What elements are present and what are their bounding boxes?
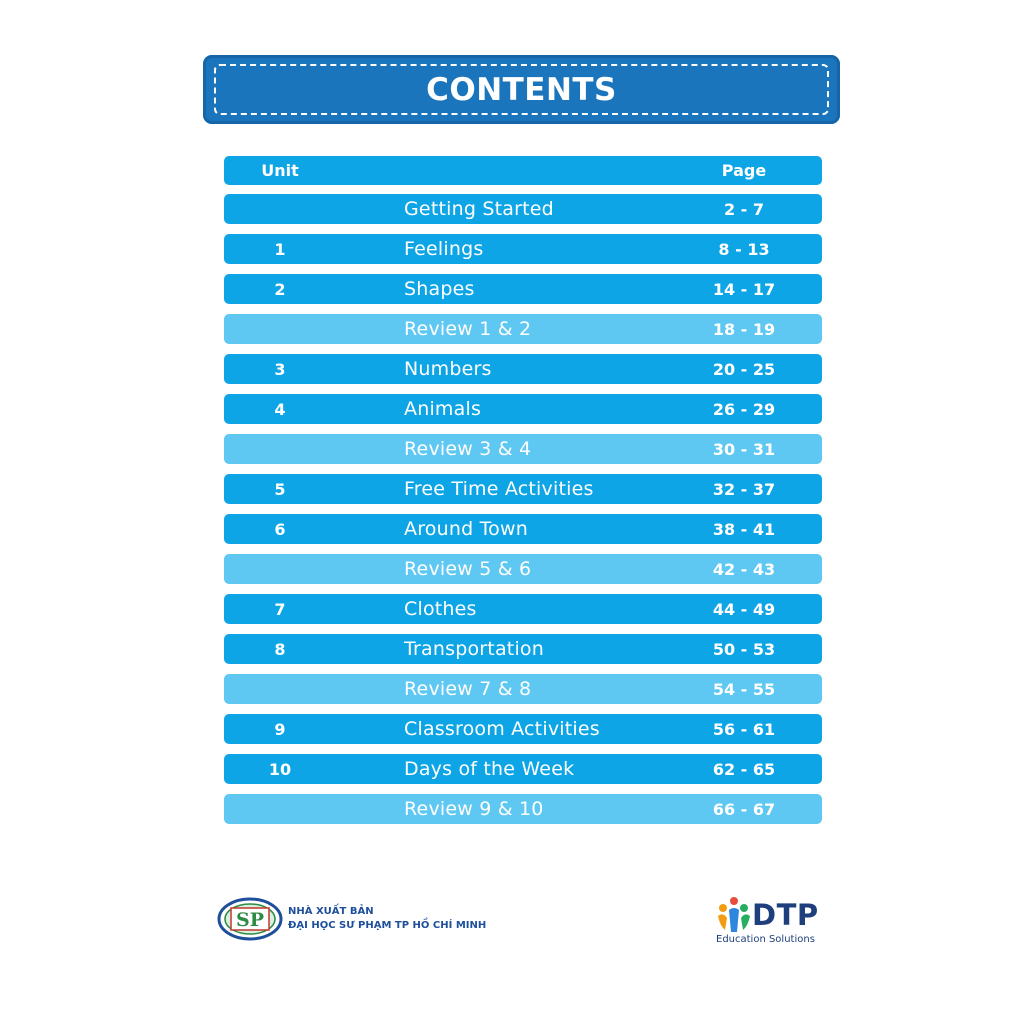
page-range: 30 - 31	[712, 439, 776, 459]
page-range: 20 - 25	[712, 359, 776, 379]
page-range: 44 - 49	[712, 599, 776, 619]
unit-column-header: Unit	[261, 161, 299, 180]
publisher-logo-text: SP	[236, 909, 264, 931]
unit-title: Shapes	[404, 278, 475, 300]
unit-title: Numbers	[404, 358, 492, 380]
unit-row: 8 Transportation 50 - 53	[224, 634, 822, 664]
unit-title: Review 3 & 4	[404, 438, 532, 460]
unit-number	[224, 434, 336, 464]
publisher-line-2: ĐẠI HỌC SƯ PHẠM TP HỒ CHÍ MINH	[288, 920, 487, 931]
table-rows: Getting Started 2 - 7 1 Feelings 8 - 13 2 Shap…	[224, 194, 822, 824]
contents-table: Unit Page Getting Started 2 - 7 1 Feelings 8…	[224, 156, 822, 834]
unit-title: Transportation	[404, 638, 544, 660]
unit-number: 2	[274, 279, 286, 299]
unit-number: 6	[274, 519, 286, 539]
unit-row: 3 Numbers 20 - 25	[224, 354, 822, 384]
table-header-row: Unit Page	[224, 156, 822, 185]
unit-number	[224, 554, 336, 584]
page-range: 8 - 13	[718, 239, 770, 259]
unit-title: Review 7 & 8	[404, 678, 532, 700]
contents-banner: CONTENTS	[203, 55, 840, 124]
page-range: 50 - 53	[712, 639, 776, 659]
page-range: 18 - 19	[712, 319, 776, 339]
unit-number	[224, 314, 336, 344]
page-range: 56 - 61	[712, 719, 776, 739]
unit-title: Review 5 & 6	[404, 558, 532, 580]
brand-tagline: Education Solutions	[716, 934, 815, 945]
page-title: CONTENTS	[426, 71, 617, 108]
unit-row: 5 Free Time Activities 32 - 37	[224, 474, 822, 504]
unit-title: Feelings	[404, 238, 484, 260]
publisher-block: SP NHÀ XUẤT BẢN ĐẠI HỌC SƯ PHẠM TP HỒ CH…	[217, 896, 486, 942]
page-range: 42 - 43	[712, 559, 776, 579]
page-range: 2 - 7	[723, 199, 765, 219]
unit-row: 7 Clothes 44 - 49	[224, 594, 822, 624]
unit-number	[224, 674, 336, 704]
unit-row: Getting Started 2 - 7	[224, 194, 822, 224]
page-range: 54 - 55	[712, 679, 776, 699]
unit-number: 10	[268, 759, 292, 779]
page-range: 32 - 37	[712, 479, 776, 499]
unit-row: 10 Days of the Week 62 - 65	[224, 754, 822, 784]
unit-number: 9	[274, 719, 286, 739]
unit-number: 7	[274, 599, 286, 619]
review-row: Review 3 & 4 30 - 31	[224, 434, 822, 464]
unit-title: Classroom Activities	[404, 718, 600, 740]
unit-number	[224, 194, 336, 224]
page-range: 38 - 41	[712, 519, 776, 539]
review-row: Review 1 & 2 18 - 19	[224, 314, 822, 344]
publisher-name: NHÀ XUẤT BẢN ĐẠI HỌC SƯ PHẠM TP HỒ CHÍ M…	[288, 905, 486, 933]
unit-title: Getting Started	[404, 198, 554, 220]
unit-row: 6 Around Town 38 - 41	[224, 514, 822, 544]
unit-number: 4	[274, 399, 286, 419]
page-range: 14 - 17	[712, 279, 776, 299]
unit-row: 9 Classroom Activities 56 - 61	[224, 714, 822, 744]
unit-title: Around Town	[404, 518, 528, 540]
page-range: 26 - 29	[712, 399, 776, 419]
unit-title: Free Time Activities	[404, 478, 594, 500]
unit-number: 8	[274, 639, 286, 659]
publisher-line-1: NHÀ XUẤT BẢN	[288, 906, 374, 917]
unit-title: Review 1 & 2	[404, 318, 532, 340]
people-icon	[718, 897, 750, 932]
unit-title: Days of the Week	[404, 758, 575, 780]
page-range: 62 - 65	[712, 759, 776, 779]
page-column-header: Page	[721, 161, 767, 180]
review-row: Review 5 & 6 42 - 43	[224, 554, 822, 584]
publisher-logo: SP	[217, 897, 283, 941]
unit-number: 1	[274, 239, 286, 259]
brand-block: DTP Education Solutions	[714, 896, 824, 951]
unit-number	[224, 794, 336, 824]
review-row: Review 7 & 8 54 - 55	[224, 674, 822, 704]
unit-title: Review 9 & 10	[404, 798, 544, 820]
unit-number: 5	[274, 479, 286, 499]
unit-row: 1 Feelings 8 - 13	[224, 234, 822, 264]
unit-title: Clothes	[404, 598, 477, 620]
unit-row: 4 Animals 26 - 29	[224, 394, 822, 424]
unit-number: 3	[274, 359, 286, 379]
review-row: Review 9 & 10 66 - 67	[224, 794, 822, 824]
unit-row: 2 Shapes 14 - 17	[224, 274, 822, 304]
unit-title: Animals	[404, 398, 482, 420]
banner-dashed-border	[214, 64, 829, 115]
page-range: 66 - 67	[712, 799, 776, 819]
brand-name: DTP	[752, 898, 819, 932]
